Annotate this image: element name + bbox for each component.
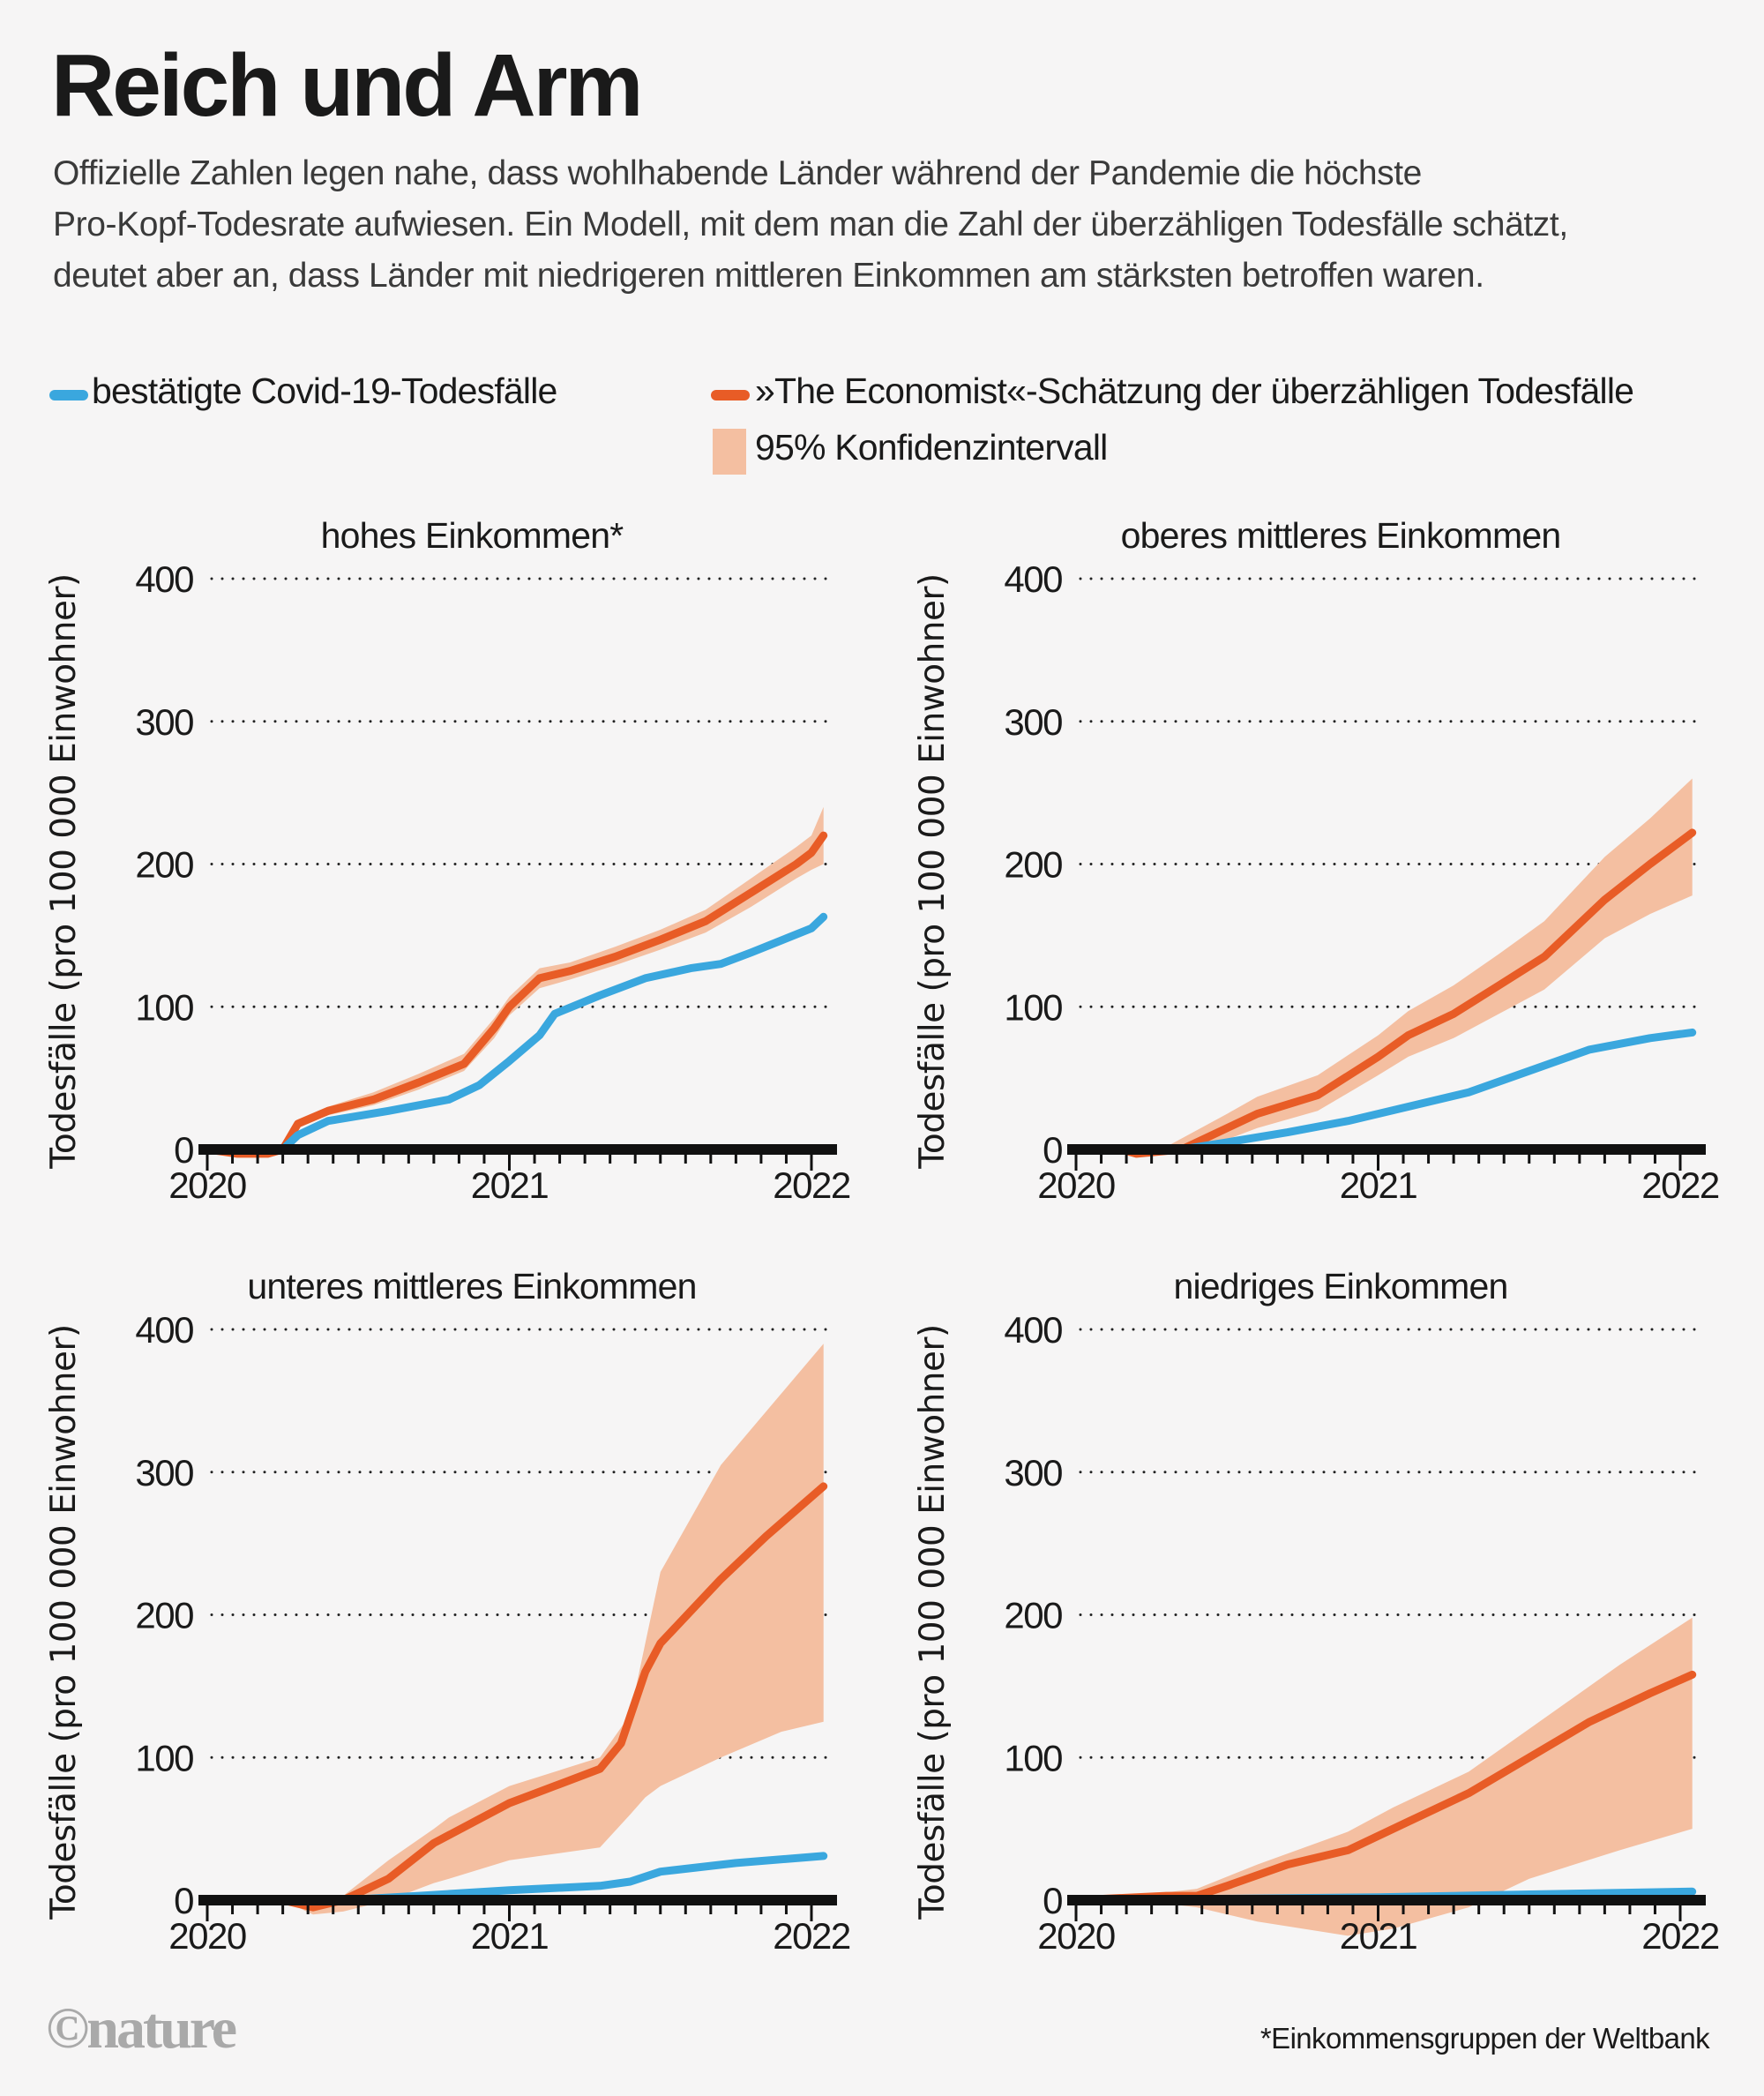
- x-tick-label: 2021: [1340, 1915, 1417, 1957]
- y-tick-label: 200: [135, 844, 193, 886]
- y-tick-label: 0: [174, 1129, 193, 1171]
- y-tick-label: 100: [1004, 1737, 1062, 1778]
- x-tick-label: 2021: [471, 1915, 549, 1957]
- x-tick-label: 2020: [1037, 1915, 1115, 1957]
- confirmed-line: [203, 912, 828, 1154]
- confidence-band: [1166, 778, 1693, 1149]
- y-tick-label: 300: [135, 1452, 193, 1493]
- x-tick-label: 2022: [773, 1915, 850, 1957]
- confidence-band: [1136, 1617, 1693, 1936]
- legend-swatch-ci: [713, 429, 746, 475]
- x-axis: [1067, 1895, 1706, 1905]
- footnote: *Einkommensgruppen der Weltbank: [1259, 2022, 1710, 2055]
- legend-label-confirmed: bestätigte Covid-19-Todesfälle: [92, 371, 557, 411]
- y-tick-label: 300: [1004, 701, 1062, 743]
- y-tick-label: 200: [1004, 1595, 1062, 1636]
- legend-label-estimate: »The Economist«-Schätzung der überzählig…: [755, 371, 1634, 411]
- y-tick-label: 0: [1043, 1129, 1062, 1171]
- y-axis-title: Todesfälle (pro 100 000 Einwohner): [44, 573, 84, 1170]
- y-tick-label: 0: [174, 1880, 193, 1921]
- y-axis-title: Todesfälle (pro 100 000 Einwohner): [44, 1324, 84, 1920]
- x-axis: [198, 1895, 837, 1905]
- y-tick-label: 100: [135, 1737, 193, 1778]
- x-tick-label: 2021: [1340, 1164, 1417, 1206]
- y-tick-label: 300: [1004, 1452, 1062, 1493]
- y-tick-label: 100: [135, 986, 193, 1028]
- legend-label-ci: 95% Konfidenzintervall: [755, 427, 1108, 468]
- y-axis-title: Todesfälle (pro 100 000 Einwohner): [913, 573, 953, 1170]
- y-tick-label: 300: [135, 701, 193, 743]
- confidence-band: [282, 1344, 824, 1915]
- chart-panel: oberes mittleres Einkommen Todesfälle (pr…: [913, 515, 1720, 1206]
- x-tick-label: 2021: [471, 1164, 549, 1206]
- x-tick-label: 2020: [1037, 1164, 1115, 1206]
- subtitle-line: deutet aber an, dass Länder mit niedrige…: [53, 257, 1484, 295]
- chart-panel: unteres mittleres Einkommen Todesfälle (p…: [44, 1266, 851, 1957]
- y-tick-label: 400: [1004, 558, 1062, 600]
- legend-swatch-estimate: [711, 390, 750, 400]
- chart-panel: niedriges Einkommen Todesfälle (pro 100 0…: [913, 1266, 1720, 1957]
- y-tick-label: 400: [135, 558, 193, 600]
- chart-title: unteres mittleres Einkommen: [247, 1266, 696, 1306]
- x-tick-label: 2020: [168, 1164, 246, 1206]
- chart-title: hohes Einkommen*: [321, 515, 624, 556]
- subtitle: Offizielle Zahlen legen nahe, dass wohlh…: [53, 148, 1729, 302]
- subtitle-line: Offizielle Zahlen legen nahe, dass wohlh…: [53, 154, 1422, 192]
- chart-panel: hohes Einkommen* Todesfälle (pro 100 000 …: [44, 515, 851, 1206]
- subtitle-line: Pro-Kopf-Todesrate aufwiesen. Ein Modell…: [53, 206, 1568, 243]
- y-tick-label: 100: [1004, 986, 1062, 1028]
- x-axis: [198, 1144, 837, 1155]
- confirmed-line: [203, 1852, 828, 1905]
- chart-title: oberes mittleres Einkommen: [1121, 515, 1561, 556]
- page-title: Reich und Arm: [51, 36, 643, 135]
- chart-title: niedriges Einkommen: [1173, 1266, 1507, 1306]
- x-tick-label: 2020: [168, 1915, 246, 1957]
- y-tick-label: 200: [1004, 844, 1062, 886]
- x-tick-label: 2022: [1641, 1164, 1719, 1206]
- x-tick-label: 2022: [773, 1164, 850, 1206]
- x-tick-label: 2022: [1641, 1915, 1719, 1957]
- y-axis-title: Todesfälle (pro 100 000 Einwohner): [913, 1324, 953, 1920]
- y-tick-label: 0: [1043, 1880, 1062, 1921]
- y-tick-label: 200: [135, 1595, 193, 1636]
- y-tick-label: 400: [135, 1309, 193, 1351]
- nature-logo: ©nature: [46, 1996, 237, 2061]
- y-tick-label: 400: [1004, 1309, 1062, 1351]
- x-axis: [1067, 1144, 1706, 1155]
- legend-swatch-confirmed: [49, 390, 88, 400]
